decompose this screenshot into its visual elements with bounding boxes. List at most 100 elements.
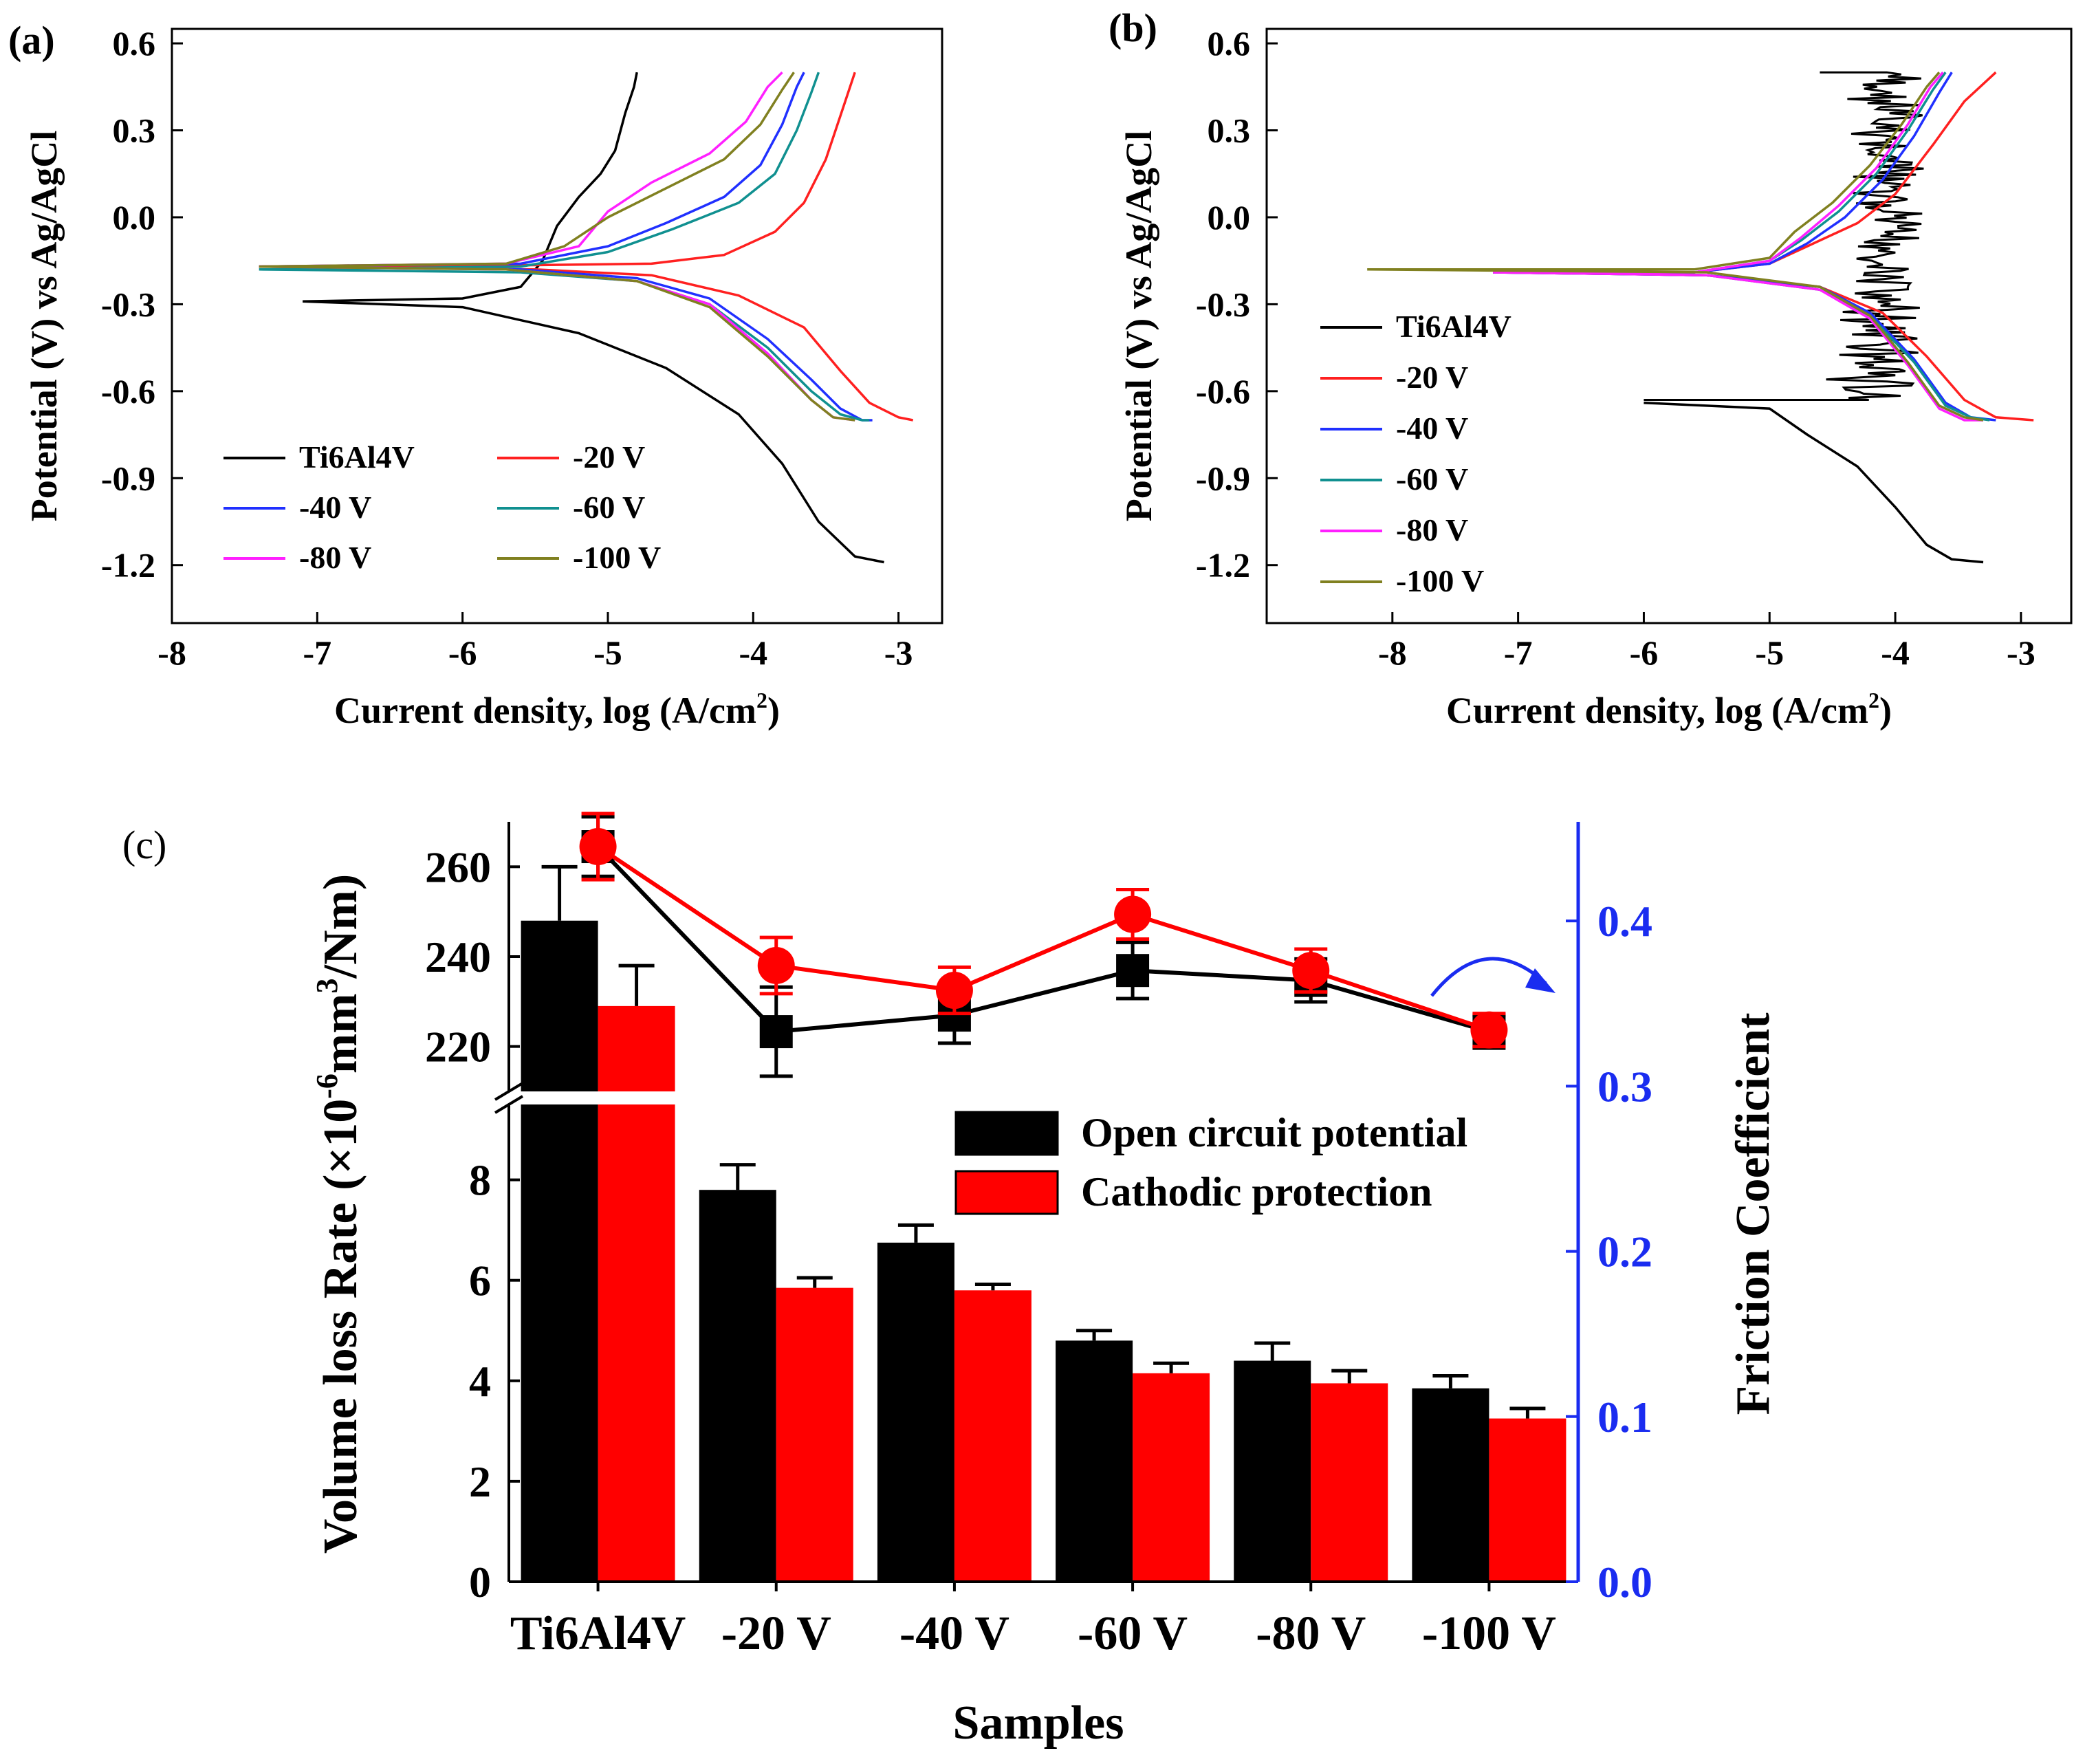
chart-a-line-80-v-anodic	[259, 71, 783, 268]
chart-c-bar-60-v-cathodic	[1133, 1373, 1210, 1582]
chart-a-ticks: -8 -7 -6 -5 -4 -3 0.6 0.3 0.0 -0.3 -0.6 -0.9 -1.2	[101, 24, 913, 672]
chart-b-legend-label: -80 V	[1396, 512, 1468, 547]
chart-c-y-tick-label: 6	[469, 1256, 491, 1305]
chart-c-x-tick-label: -80 V	[1256, 1607, 1366, 1660]
chart-c-y-tick-label: 2	[469, 1457, 491, 1506]
chart-c-y2-axis-label: Friction Coefficient	[1727, 1012, 1780, 1415]
chart-a-x-tick-label: -3	[884, 633, 913, 672]
chart-b-line-ti6al4v-cathodic	[1644, 401, 1984, 564]
chart-c-bar-40-v-cathodic	[954, 1290, 1031, 1582]
chart-a-legend-label: Ti6Al4V	[299, 439, 415, 475]
chart-c-friction-lines	[579, 812, 1508, 1078]
chart-a-line-ti6al4v-anodic	[303, 72, 638, 303]
chart-b-line-100-v-cathodic	[1367, 268, 1984, 422]
chart-b-x-axis-label-main: Current density, log (A/cm	[1446, 690, 1868, 731]
chart-a-x-tick-label: -7	[303, 633, 331, 672]
chart-c-y-axis-label-exp2: 3	[310, 978, 344, 993]
chart-a-line-20-v-anodic	[259, 72, 856, 268]
chart-c-bar-80-v-cathodic	[1311, 1383, 1388, 1582]
chart-a-line-60-v-cathodic	[259, 268, 870, 422]
chart-c-y-axis-label-part1: Volume loss Rate (×10	[314, 1099, 367, 1554]
chart-b-y-tick-label: 0.6	[1208, 24, 1251, 63]
chart-a-x-axis-label-sup: 2	[756, 688, 767, 712]
chart-c-bar-20-v-cathodic	[776, 1287, 853, 1582]
chart-b-x-tick-label: -6	[1630, 633, 1659, 672]
chart-c-bar-60-v-ocp	[1056, 1340, 1133, 1582]
chart-a-polarization: -8 -7 -6 -5 -4 -3 0.6 0.3 0.0 -0.3 -0.6 -0.9 -1.2 Ti…	[23, 24, 943, 731]
chart-b-y-tick-label: -0.3	[1196, 285, 1250, 323]
chart-c-axis-break-band	[495, 1091, 681, 1104]
chart-c-y2-tick-label: 0.3	[1597, 1062, 1652, 1111]
chart-c-y-tick-label: 8	[469, 1156, 491, 1205]
chart-a-legend: Ti6Al4V -20 V -40 V -60 V -80 V -100 V	[223, 439, 661, 575]
chart-a-legend-label: -20 V	[573, 439, 645, 475]
chart-c-bar-ti6al4v-ocp	[521, 920, 598, 1582]
chart-c-legend-label: Cathodic protection	[1081, 1169, 1432, 1215]
chart-c-bar-80-v-ocp	[1234, 1360, 1311, 1582]
chart-c-y-axis-label-exp1: -6	[310, 1074, 344, 1099]
chart-b-x-tick-label: -3	[2007, 633, 2035, 672]
chart-b-line-40-v-cathodic	[1493, 271, 1996, 422]
chart-c-y-tick-label: 4	[469, 1357, 491, 1406]
chart-c-right-axis-arrow	[1430, 957, 1555, 997]
chart-b-line-100-v-anodic	[1367, 72, 1941, 271]
chart-c-y-tick-label: 0	[469, 1558, 491, 1607]
chart-b-x-axis-label: Current density, log (A/cm2)	[1446, 688, 1892, 731]
chart-c-x-tick-label: -100 V	[1422, 1607, 1556, 1660]
chart-c-bar-20-v-ocp	[699, 1190, 776, 1582]
chart-a-legend-label: -100 V	[573, 540, 661, 575]
chart-c-y-axis-label: Volume loss Rate (×10-6mm3/Nm)	[310, 874, 367, 1554]
chart-b-line-20-v-cathodic	[1493, 271, 2034, 422]
chart-a-y-tick-label: -0.9	[101, 459, 155, 497]
chart-a-line-100-v-anodic	[259, 72, 795, 268]
chart-c-wear: 0 2 4 6 8 220 240 260 0.0 0.1 0.2 0.3 0.4 Ti6Al4V -20 …	[310, 812, 1780, 1750]
chart-a-line-60-v-anodic	[259, 72, 820, 271]
chart-a-line-80-v-cathodic	[259, 265, 855, 422]
chart-a-y-tick-label: -0.6	[101, 372, 155, 411]
panel-label-a: (a)	[8, 18, 55, 63]
chart-b-legend-label: -100 V	[1396, 563, 1484, 598]
chart-c-x-tick-label: -20 V	[721, 1607, 831, 1660]
chart-c-x-axis-label: Samples	[953, 1697, 1124, 1750]
chart-b-x-tick-label: -4	[1881, 633, 1910, 672]
chart-c-y2-tick-label: 0.0	[1597, 1558, 1652, 1607]
chart-a-x-tick-label: -4	[739, 633, 767, 672]
chart-c-x-tick-label: -40 V	[899, 1607, 1009, 1660]
chart-b-legend-label: -60 V	[1396, 461, 1468, 497]
chart-c-x-tick-label: Ti6Al4V	[510, 1607, 686, 1660]
chart-b-x-axis-label-tail: )	[1879, 690, 1892, 731]
chart-b-y-tick-label: 0.0	[1208, 198, 1251, 237]
chart-b-series	[1367, 71, 2034, 564]
chart-c-friction-line-cathodic	[596, 845, 1490, 1032]
chart-c-friction-marker-cathodic	[579, 828, 617, 866]
chart-b-y-tick-label: 0.3	[1208, 111, 1251, 150]
chart-a-y-tick-label: -0.3	[101, 285, 155, 323]
chart-b-x-axis-label-sup: 2	[1868, 688, 1879, 712]
chart-a-series	[259, 71, 914, 564]
chart-a-x-tick-label: -8	[157, 633, 186, 672]
chart-c-axis-break-mark	[494, 1095, 524, 1114]
panel-label-b: (b)	[1109, 6, 1157, 50]
panel-label-c: (c)	[122, 823, 166, 867]
chart-a-line-40-v-cathodic	[259, 265, 873, 422]
chart-c-friction-marker-ocp	[1116, 954, 1150, 988]
chart-c-y2-tick-label: 0.4	[1597, 897, 1652, 946]
chart-c-legend-swatch	[954, 1170, 1059, 1215]
chart-b-line-80-v-anodic	[1493, 72, 1944, 274]
chart-a-plot-frame	[171, 28, 943, 624]
chart-c-bar-100-v-cathodic	[1489, 1418, 1567, 1582]
chart-c-x-tick-label: -60 V	[1078, 1607, 1188, 1660]
chart-c-bar-40-v-ocp	[877, 1242, 954, 1582]
chart-a-x-tick-label: -6	[448, 633, 477, 672]
chart-a-line-ti6al4v-cathodic	[303, 300, 884, 564]
chart-c-legend: Open circuit potential Cathodic protectio…	[954, 1110, 1467, 1215]
chart-a-legend-label: -40 V	[299, 490, 371, 525]
chart-a-y-tick-label: 0.0	[113, 198, 156, 237]
chart-a-legend-label: -80 V	[299, 540, 371, 575]
chart-a-x-axis-label-tail: )	[767, 690, 780, 731]
chart-c-y-tick-label: 260	[425, 842, 491, 891]
chart-c-y2-tick-label: 0.1	[1597, 1393, 1652, 1441]
chart-b-line-ti6al4v-noisy	[1644, 71, 1924, 401]
chart-c-y-axis-label-part3: /Nm)	[314, 874, 367, 979]
chart-c-bars	[495, 864, 1567, 1582]
